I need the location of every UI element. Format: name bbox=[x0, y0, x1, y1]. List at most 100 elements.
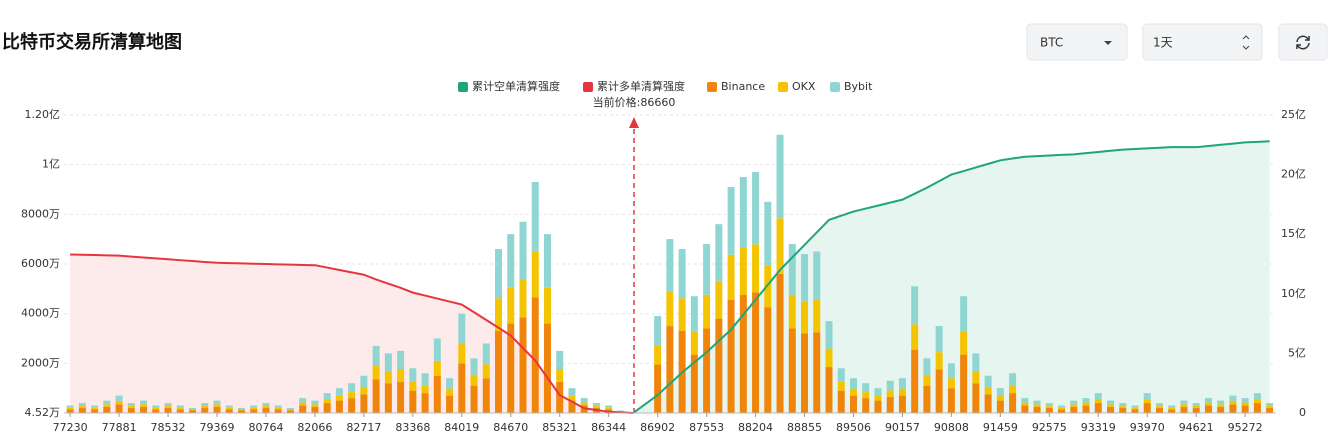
bar-segment bbox=[274, 407, 282, 410]
legend-swatch bbox=[778, 82, 788, 92]
x-tick-label: 95272 bbox=[1228, 421, 1263, 434]
bar-segment bbox=[519, 279, 527, 318]
bar-segment bbox=[1143, 399, 1151, 404]
bar-segment bbox=[115, 395, 123, 401]
x-tick-label: 84019 bbox=[444, 421, 479, 434]
bar-segment bbox=[1107, 404, 1115, 407]
bar-segment bbox=[519, 317, 527, 413]
bar-segment bbox=[568, 388, 576, 396]
bar-segment bbox=[225, 407, 233, 410]
bar-segment bbox=[213, 400, 221, 405]
bar-segment bbox=[507, 287, 515, 324]
bar-segment bbox=[360, 386, 368, 395]
bar-segment bbox=[482, 364, 490, 379]
x-tick-label: 79369 bbox=[200, 421, 235, 434]
bar-segment bbox=[384, 383, 392, 413]
bar-segment bbox=[1253, 403, 1261, 413]
bar-segment bbox=[201, 408, 209, 413]
bar-segment bbox=[409, 368, 417, 382]
bar-segment bbox=[874, 400, 882, 413]
bar-segment bbox=[886, 396, 894, 413]
bar-segment bbox=[237, 410, 245, 413]
symbol-select[interactable]: BTC bbox=[1026, 23, 1128, 61]
bar-segment bbox=[1058, 407, 1066, 410]
interval-select[interactable]: 1天 bbox=[1142, 23, 1263, 61]
bar-segment bbox=[1168, 405, 1176, 408]
bar-segment bbox=[470, 374, 478, 386]
bar-segment bbox=[1192, 406, 1200, 409]
bar-segment bbox=[1217, 404, 1225, 407]
bar-segment bbox=[1155, 408, 1163, 413]
bars bbox=[66, 134, 1274, 413]
x-tick-label: 80764 bbox=[248, 421, 283, 434]
x-tick-label: 85321 bbox=[542, 421, 577, 434]
legend-swatch bbox=[830, 82, 840, 92]
bar-segment bbox=[1229, 404, 1237, 413]
bar-segment bbox=[66, 405, 74, 408]
bar-segment bbox=[1119, 408, 1127, 413]
legend-label: 累计空单清算强度 bbox=[472, 79, 560, 93]
bar-segment bbox=[1155, 406, 1163, 409]
lines bbox=[70, 140, 1270, 414]
y2-tick-label: 5亿 bbox=[1288, 346, 1306, 359]
bar-segment bbox=[446, 388, 454, 396]
legend-label: Bybit bbox=[844, 80, 873, 93]
bar-segment bbox=[568, 400, 576, 413]
bar-segment bbox=[543, 287, 551, 324]
bar-segment bbox=[727, 299, 735, 413]
select-box[interactable] bbox=[1026, 23, 1128, 61]
bar-segment bbox=[127, 403, 135, 407]
bar-segment bbox=[715, 280, 723, 319]
refresh-button[interactable] bbox=[1278, 23, 1328, 61]
bar-segment bbox=[286, 409, 294, 411]
button-box[interactable] bbox=[1278, 23, 1328, 61]
bar-segment bbox=[984, 394, 992, 413]
bar-segment bbox=[592, 406, 600, 409]
bar-segment bbox=[1229, 400, 1237, 405]
bar-segment bbox=[1082, 402, 1090, 406]
x-tick-label: 87553 bbox=[689, 421, 724, 434]
bar-segment bbox=[580, 405, 588, 413]
bar-segment bbox=[1045, 408, 1053, 413]
bar-segment bbox=[397, 381, 405, 413]
bar-segment bbox=[1033, 406, 1041, 413]
select-box[interactable] bbox=[1142, 23, 1263, 61]
y-tick-label: 1.20亿 bbox=[25, 108, 61, 121]
bar-segment bbox=[935, 369, 943, 413]
x-tick-label: 86902 bbox=[640, 421, 675, 434]
bar-segment bbox=[201, 406, 209, 409]
bar-segment bbox=[1021, 405, 1029, 413]
bar-segment bbox=[556, 350, 564, 370]
bar-segment bbox=[715, 318, 723, 413]
x-tick-label: 91459 bbox=[983, 421, 1018, 434]
bar-segment bbox=[825, 367, 833, 413]
bar-segment bbox=[299, 398, 307, 403]
bar-segment bbox=[1204, 405, 1212, 413]
bar-segment bbox=[849, 395, 857, 413]
bar-segment bbox=[1253, 393, 1261, 400]
bar-segment bbox=[1009, 385, 1017, 394]
y2-tick-label: 0 bbox=[1299, 406, 1306, 419]
bar-segment bbox=[727, 186, 735, 255]
bar-segment bbox=[176, 409, 184, 413]
bar-segment bbox=[813, 299, 821, 333]
bar-segment bbox=[127, 406, 135, 409]
bar-segment bbox=[237, 408, 245, 410]
bar-segment bbox=[752, 292, 760, 413]
bar-segment bbox=[849, 378, 857, 389]
bar-segment bbox=[923, 358, 931, 375]
bar-segment bbox=[507, 234, 515, 288]
bar-segment bbox=[299, 405, 307, 413]
bar-segment bbox=[1204, 402, 1212, 406]
bar-segment bbox=[348, 398, 356, 413]
bar-segment bbox=[947, 363, 955, 379]
bar-segment bbox=[776, 218, 784, 274]
bar-segment bbox=[482, 378, 490, 413]
bar-segment bbox=[923, 374, 931, 386]
bar-segment bbox=[176, 407, 184, 410]
x-tick-label: 92575 bbox=[1032, 421, 1067, 434]
bar-segment bbox=[837, 390, 845, 413]
bar-segment bbox=[78, 408, 86, 413]
bar-segment bbox=[531, 251, 539, 298]
